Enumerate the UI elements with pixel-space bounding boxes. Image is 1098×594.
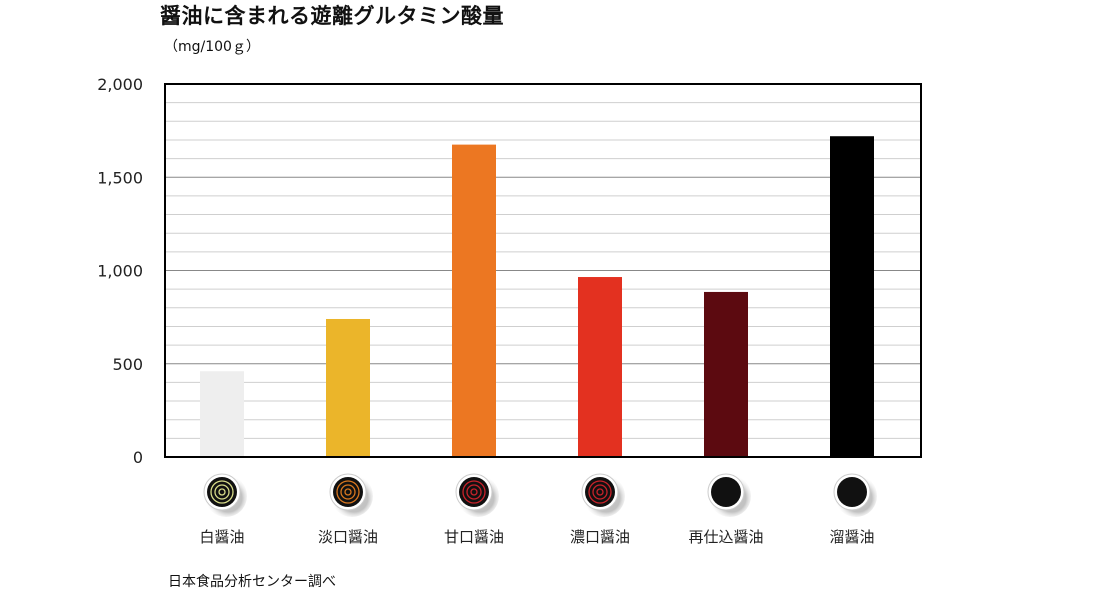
soy-sauce-dish-icons bbox=[203, 473, 877, 517]
x-category-label: 再仕込醤油 bbox=[688, 528, 763, 546]
x-category-label: 白醤油 bbox=[199, 528, 244, 546]
y-tick-label: 0 bbox=[133, 448, 143, 467]
unit-label: （mg/100ｇ） bbox=[164, 39, 260, 55]
chart-title: 醤油に含まれる遊離グルタミン酸量 bbox=[160, 4, 504, 28]
soy-sauce-dish-icon bbox=[833, 473, 877, 517]
source-note: 日本食品分析センター調べ bbox=[168, 574, 336, 590]
x-category-label: 甘口醤油 bbox=[444, 528, 504, 546]
bar bbox=[830, 136, 874, 457]
soy-sauce-dish-icon bbox=[203, 473, 247, 517]
soy-sauce-dish-icon bbox=[581, 473, 625, 517]
bar bbox=[578, 277, 622, 457]
bar bbox=[452, 144, 496, 458]
bars bbox=[200, 136, 874, 458]
bar bbox=[200, 371, 244, 457]
y-tick-label: 1,000 bbox=[97, 262, 143, 281]
bar bbox=[704, 291, 748, 457]
y-tick-label: 2,000 bbox=[97, 75, 143, 94]
bar bbox=[326, 318, 370, 457]
y-tick-label: 1,500 bbox=[97, 168, 143, 187]
soy-sauce-dish-icon bbox=[329, 473, 373, 517]
x-category-label: 濃口醤油 bbox=[570, 528, 630, 546]
y-axis-labels: 0 500 1,000 1,500 2,000 bbox=[97, 75, 143, 467]
soy-sauce-dish-icon bbox=[455, 473, 499, 517]
x-category-label: 淡口醤油 bbox=[318, 528, 378, 546]
grid-lines bbox=[165, 102, 921, 439]
plot-frame bbox=[164, 83, 922, 458]
x-category-label: 溜醤油 bbox=[829, 528, 874, 546]
y-tick-label: 500 bbox=[112, 355, 143, 374]
soy-sauce-dish-icon bbox=[707, 473, 751, 517]
x-axis-labels: 白醤油 淡口醤油 甘口醤油 濃口醤油 再仕込醤油 溜醤油 bbox=[199, 528, 874, 546]
